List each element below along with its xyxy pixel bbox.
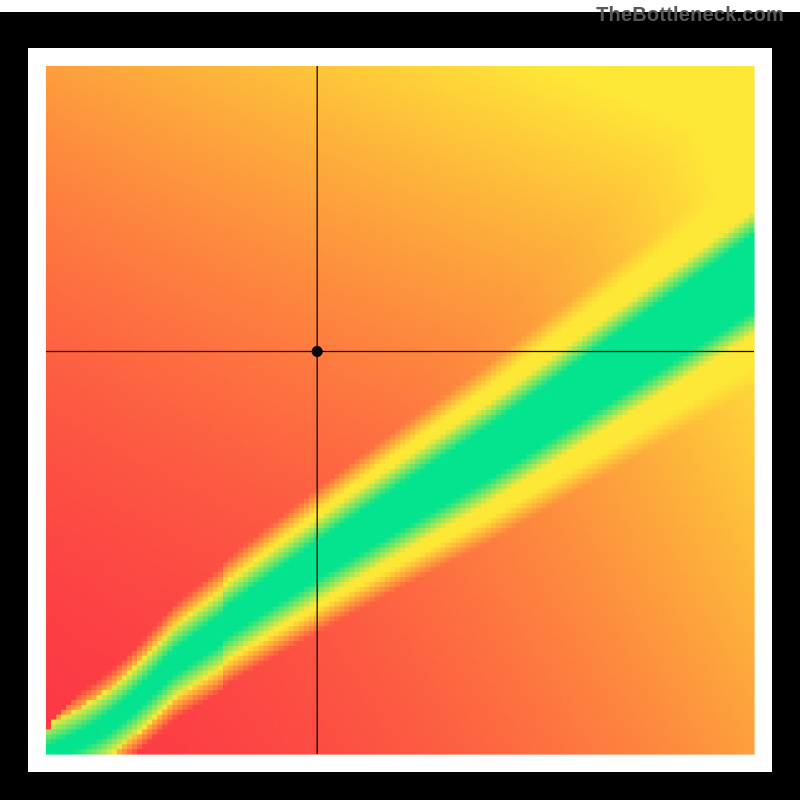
watermark-text: TheBottleneck.com: [596, 4, 784, 27]
heatmap-chart: [0, 0, 800, 800]
chart-container: { "watermark": { "text": "TheBottleneck.…: [0, 0, 800, 800]
crosshair-dot: [312, 346, 323, 357]
